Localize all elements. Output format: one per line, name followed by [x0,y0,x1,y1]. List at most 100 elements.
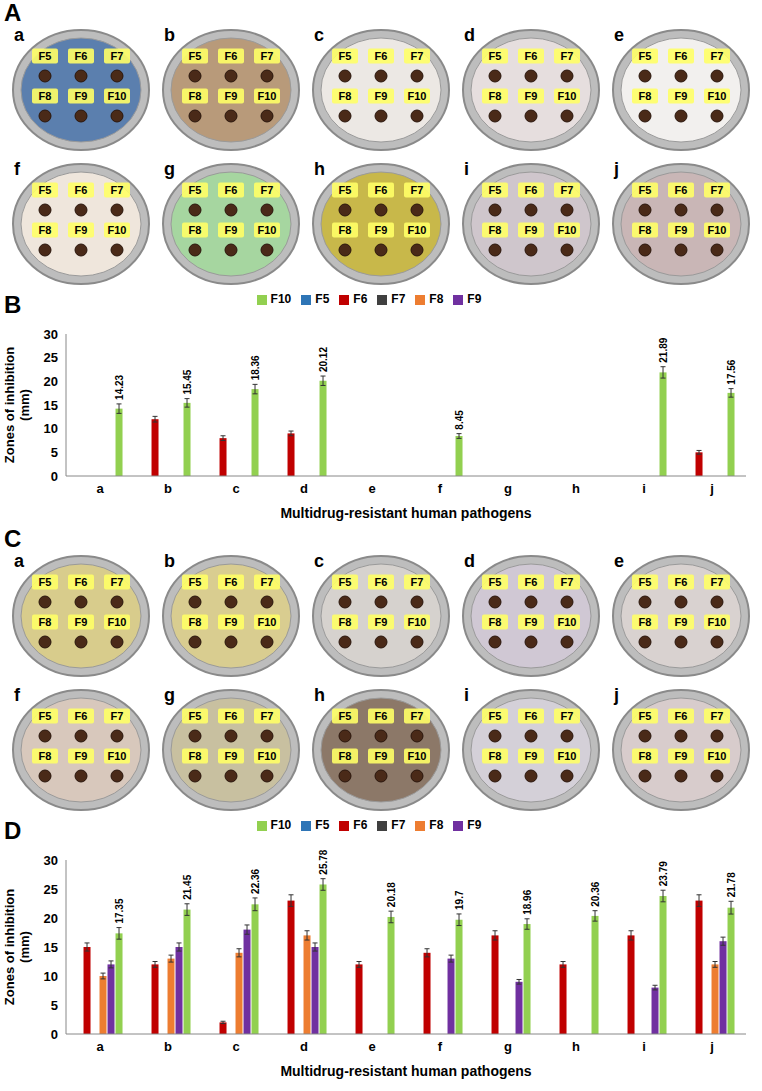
svg-text:e: e [614,25,624,45]
svg-text:h: h [572,1039,580,1054]
svg-text:F9: F9 [75,750,88,762]
svg-text:F8: F8 [189,750,202,762]
svg-text:a: a [96,1039,104,1054]
svg-text:F8: F8 [39,224,52,236]
svg-text:F6: F6 [375,50,388,62]
svg-text:j: j [709,481,714,496]
svg-text:F9: F9 [225,750,238,762]
svg-text:F8: F8 [39,616,52,628]
svg-text:F6: F6 [675,576,688,588]
svg-text:F5: F5 [489,50,502,62]
svg-text:14.23: 14.23 [114,374,125,399]
svg-text:20.18: 20.18 [386,882,397,907]
svg-text:22.36: 22.36 [250,868,261,893]
svg-text:F7: F7 [411,184,424,196]
svg-text:Multidrug-resistant human path: Multidrug-resistant human pathogens [280,1063,531,1079]
svg-text:21.78: 21.78 [726,872,737,897]
svg-text:F5: F5 [489,576,502,588]
svg-text:25: 25 [44,350,58,365]
svg-text:F9: F9 [375,90,388,102]
svg-text:F8: F8 [639,224,652,236]
svg-text:F5: F5 [39,710,52,722]
svg-text:F6: F6 [525,184,538,196]
svg-text:F10: F10 [108,616,127,628]
svg-text:F5: F5 [339,184,352,196]
svg-text:20: 20 [44,911,58,926]
svg-text:F5: F5 [39,50,52,62]
svg-text:e: e [368,481,375,496]
svg-text:F8: F8 [189,616,202,628]
svg-text:F7: F7 [261,576,274,588]
svg-text:F10: F10 [558,90,577,102]
svg-text:b: b [164,481,172,496]
svg-text:F7: F7 [561,50,574,62]
svg-text:d: d [464,25,475,45]
svg-text:18.96: 18.96 [522,889,533,914]
svg-text:F7: F7 [411,576,424,588]
svg-text:F7: F7 [711,576,724,588]
svg-text:F6: F6 [675,184,688,196]
svg-text:F9: F9 [675,90,688,102]
svg-text:21.45: 21.45 [182,874,193,899]
svg-text:F9: F9 [225,90,238,102]
svg-text:a: a [96,481,104,496]
svg-text:F7: F7 [261,184,274,196]
svg-text:F5: F5 [339,576,352,588]
svg-text:F9: F9 [75,90,88,102]
svg-text:F10: F10 [708,224,727,236]
svg-text:d: d [300,1039,308,1054]
svg-text:F8: F8 [639,750,652,762]
svg-text:F5: F5 [189,184,202,196]
svg-text:0: 0 [51,469,58,484]
svg-text:h: h [572,481,580,496]
svg-text:g: g [164,159,175,179]
svg-text:F9: F9 [675,750,688,762]
svg-text:F10: F10 [708,616,727,628]
svg-text:F8: F8 [489,616,502,628]
svg-text:F8: F8 [339,616,352,628]
svg-text:g: g [164,685,175,705]
svg-text:F10: F10 [258,750,277,762]
svg-text:F8: F8 [339,90,352,102]
svg-text:15: 15 [44,398,58,413]
svg-text:F10: F10 [708,750,727,762]
svg-text:F9: F9 [375,750,388,762]
svg-text:e: e [368,1039,375,1054]
svg-text:5: 5 [51,998,58,1013]
svg-text:F10: F10 [408,224,427,236]
svg-text:c: c [232,481,239,496]
svg-text:F8: F8 [339,224,352,236]
svg-text:18.36: 18.36 [250,355,261,380]
svg-text:F7: F7 [711,50,724,62]
svg-text:F6: F6 [525,576,538,588]
svg-text:F5: F5 [339,710,352,722]
svg-text:F6: F6 [675,50,688,62]
svg-text:F6: F6 [525,50,538,62]
svg-text:F6: F6 [225,184,238,196]
svg-text:20.36: 20.36 [590,881,601,906]
svg-text:i: i [642,1039,646,1054]
svg-text:F9: F9 [525,750,538,762]
svg-text:F7: F7 [261,710,274,722]
svg-text:F8: F8 [39,750,52,762]
svg-text:F9: F9 [225,224,238,236]
svg-text:17.56: 17.56 [726,359,737,384]
svg-text:F6: F6 [75,710,88,722]
svg-text:F10: F10 [408,90,427,102]
svg-text:F9: F9 [75,224,88,236]
svg-text:f: f [438,1039,443,1054]
svg-text:19.7: 19.7 [454,890,465,910]
svg-text:g: g [504,481,512,496]
svg-text:d: d [300,481,308,496]
svg-text:F5: F5 [39,576,52,588]
svg-text:c: c [314,551,324,571]
svg-text:F6: F6 [225,710,238,722]
svg-text:i: i [642,481,646,496]
svg-text:F9: F9 [525,224,538,236]
svg-text:F6: F6 [525,710,538,722]
svg-text:30: 30 [44,853,58,868]
svg-text:23.79: 23.79 [658,861,669,886]
svg-text:F5: F5 [639,710,652,722]
svg-text:F5: F5 [639,50,652,62]
svg-text:F5: F5 [189,50,202,62]
